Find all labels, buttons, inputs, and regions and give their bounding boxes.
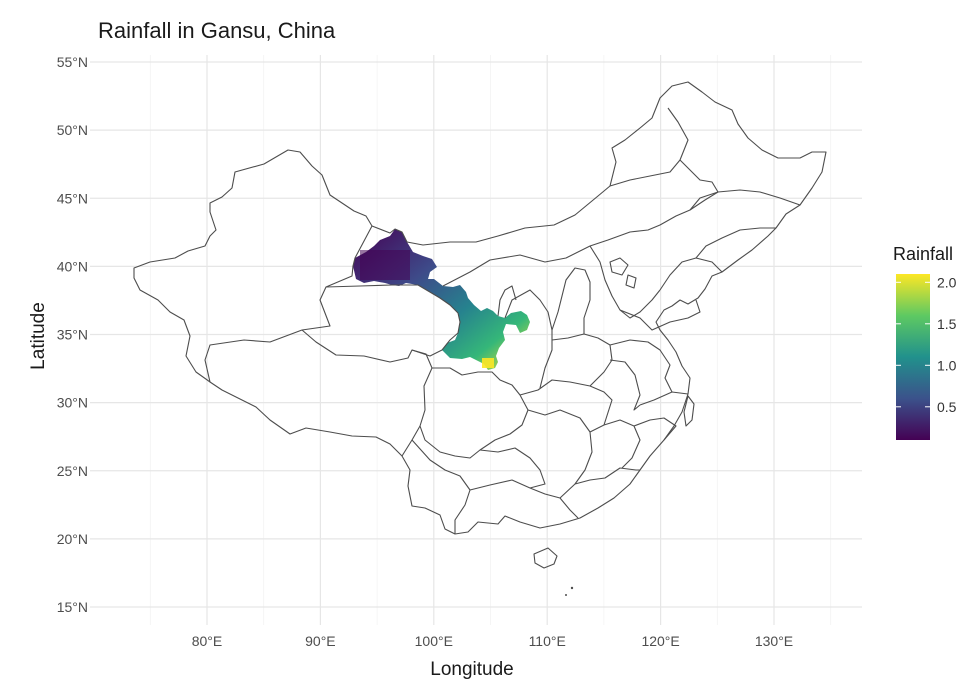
hainan-island xyxy=(533,547,558,569)
x-tick-label: 120°E xyxy=(641,633,679,649)
hebei-border xyxy=(589,245,661,319)
jiangxi-border xyxy=(589,419,641,469)
x-tick-label: 130°E xyxy=(755,633,793,649)
legend: Rainfall 2.0 1.5 1.0 0.5 xyxy=(893,244,957,440)
guangdong-border xyxy=(574,467,640,485)
taiwan-island xyxy=(683,395,695,427)
north-mongolia-edge xyxy=(609,107,689,187)
y-tick-label: 15°N xyxy=(57,599,88,615)
rainfall-cell-west xyxy=(360,250,410,280)
legend-ticks: 2.0 1.5 1.0 0.5 xyxy=(896,274,957,415)
jilin-border xyxy=(695,227,776,259)
shanxi-border xyxy=(551,267,591,334)
y-tick-label: 20°N xyxy=(57,531,88,547)
y-tick-labels: 15°N 20°N 25°N 30°N 35°N 40°N 45°N 50°N 55°N xyxy=(57,54,88,615)
x-tick-labels: 80°E 90°E 100°E 110°E 120°E 130°E xyxy=(192,633,793,649)
shaanxi-border xyxy=(504,289,553,389)
yunnan-border xyxy=(411,439,471,534)
y-tick-label: 55°N xyxy=(57,54,88,70)
legend-colorbar xyxy=(896,274,930,440)
liaoning-border xyxy=(659,257,723,291)
guangxi-border xyxy=(469,479,579,519)
zhejiang-border xyxy=(639,391,689,406)
rainfall-cell-southeast xyxy=(482,358,494,368)
xinjiang-border xyxy=(204,225,373,383)
y-tick-label: 40°N xyxy=(57,258,88,274)
y-tick-label: 45°N xyxy=(57,190,88,206)
y-tick-label: 50°N xyxy=(57,122,88,138)
legend-tick-label: 1.0 xyxy=(937,357,957,373)
x-tick-label: 100°E xyxy=(415,633,453,649)
hubei-border xyxy=(519,379,613,426)
legend-tick-label: 0.5 xyxy=(937,399,957,415)
y-tick-label: 35°N xyxy=(57,327,88,343)
qinghai-border xyxy=(325,284,461,357)
y-axis-title: Latitude xyxy=(28,302,49,370)
jiangsu-border xyxy=(609,339,673,393)
legend-tick-label: 1.5 xyxy=(937,316,957,332)
tianjin-border xyxy=(625,274,637,289)
legend-tick-label: 2.0 xyxy=(937,274,957,290)
fujian-border xyxy=(633,417,677,441)
shandong-border xyxy=(619,299,701,331)
x-tick-label: 90°E xyxy=(305,633,336,649)
guizhou-border xyxy=(479,447,546,489)
chart-title: Rainfall in Gansu, China xyxy=(98,18,336,43)
anhui-border xyxy=(609,359,641,411)
ningxia-border xyxy=(497,285,517,317)
inner-mongolia-border xyxy=(442,159,719,287)
y-tick-label: 25°N xyxy=(57,463,88,479)
x-tick-label: 110°E xyxy=(529,633,566,649)
hunan-border xyxy=(527,409,593,499)
south-china-sea-islet xyxy=(565,594,567,596)
x-axis-title: Longitude xyxy=(430,659,513,680)
y-tick-label: 30°N xyxy=(57,395,88,411)
beijing-border xyxy=(609,257,629,276)
south-china-sea-islet xyxy=(570,586,574,590)
china-outline xyxy=(133,81,827,596)
country-border xyxy=(133,81,827,535)
heilongjiang-border xyxy=(689,189,801,211)
sichuan-border xyxy=(419,367,529,459)
grid-lines xyxy=(90,55,862,625)
legend-title: Rainfall xyxy=(893,244,953,264)
henan-border xyxy=(551,333,613,387)
x-tick-label: 80°E xyxy=(192,633,223,649)
